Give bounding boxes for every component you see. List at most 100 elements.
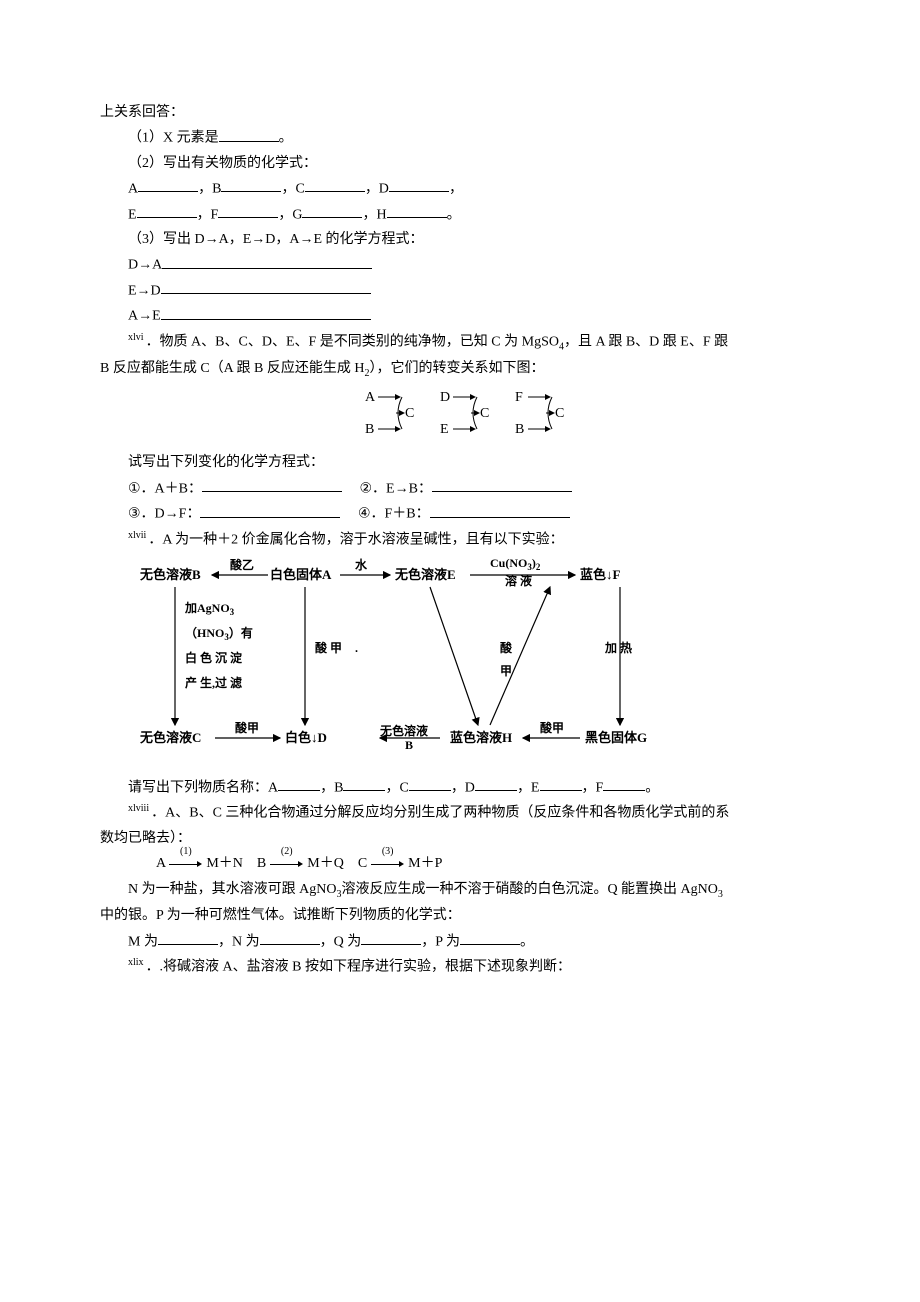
q46-diagram: A D F B E B C C C xyxy=(100,387,850,446)
q1-ae: A→E xyxy=(100,303,850,329)
n-solB2b: B xyxy=(405,738,413,752)
rxn-b: B xyxy=(257,856,266,871)
q47-f: ，F xyxy=(582,780,604,795)
n-blueF: 蓝色↓F xyxy=(580,567,621,582)
n-cuno3a: Cu(NO xyxy=(490,557,527,570)
q47-ask: 请写出下列物质名称：A，B，C，D，E，F。 xyxy=(100,775,850,801)
n-pf: 产 生,过 滤 xyxy=(185,675,242,690)
ans-post: 。 xyxy=(520,934,534,949)
q46-line2: B 反应都能生成 C（A 跟 B 反应还能生成 H2），它们的转变关系如下图： xyxy=(100,356,850,383)
blank-opt3 xyxy=(200,501,340,517)
d-b2: B xyxy=(515,422,524,437)
q1-part3: （3）写出 D→A，E→D，A→E 的化学方程式： xyxy=(100,227,850,252)
q1-da: D→A xyxy=(100,252,850,278)
blank-e xyxy=(137,202,197,218)
blank-q xyxy=(361,929,421,945)
q48-ans: M 为，N 为，Q 为，P 为。 xyxy=(100,929,850,955)
q1-formula-line1: A ，B ，C ，D ， xyxy=(100,176,850,202)
q47-post: 。 xyxy=(645,780,659,795)
blank-m xyxy=(158,929,218,945)
q48-num: xlviii xyxy=(128,803,149,814)
q46-text-a: ．物质 A、B、C、D、E、F 是不同类别的纯净物，已知 C 为 MgSO xyxy=(146,335,559,350)
q46-line3: 试写出下列变化的化学方程式： xyxy=(100,450,850,475)
blank-p xyxy=(460,929,520,945)
q46-opts-row1: ①．A＋B： ②．E→B： xyxy=(100,476,850,502)
q1-p1-pre: （1）X 元素是 xyxy=(128,131,219,146)
blank-d xyxy=(389,176,449,192)
n-cuno3s2: 2 xyxy=(536,562,541,572)
q47-num: xlvii xyxy=(128,530,146,541)
ans-q: ，Q 为 xyxy=(320,934,362,949)
n-hno3b: ）有 xyxy=(229,625,253,640)
q49-text: ．.将碱溶液 A、盐溶液 B 按如下程序进行实验，根据下述现象判断： xyxy=(146,960,571,975)
opt1-lbl: ①．A＋B： xyxy=(128,481,202,496)
n-solB2: 无色溶液 xyxy=(379,723,428,738)
d-c2: C xyxy=(480,406,489,421)
blank-n xyxy=(260,929,320,945)
rxn-a: A xyxy=(156,856,165,871)
svg-text:（HNO3）有: （HNO3）有 xyxy=(185,625,253,642)
q46-line1: xlvi．物质 A、B、C、D、E、F 是不同类别的纯净物，已知 C 为 MgS… xyxy=(100,329,850,356)
comma-1: ， xyxy=(449,181,463,196)
q48-sub3b: 3 xyxy=(718,888,723,899)
q47-diagram: 无色溶液B 白色固体A 无色溶液E 蓝色↓F 酸乙 水 Cu(NO3)2 溶 液… xyxy=(100,557,850,771)
blank-47c xyxy=(409,775,451,791)
d-d: D xyxy=(440,390,450,405)
q46-l2a: B 反应都能生成 C（A 跟 B 反应还能生成 H xyxy=(100,361,364,376)
d-f: F xyxy=(515,390,523,405)
blank-h xyxy=(387,202,447,218)
rxn-mn: M＋N xyxy=(206,856,243,871)
lbl-a: A xyxy=(128,181,138,196)
n-aj-b1: 酸甲 xyxy=(235,720,259,735)
n-whiteD: 白色↓D xyxy=(285,730,327,745)
blank-x-element xyxy=(219,125,279,141)
n-blackG: 黑色固体G xyxy=(585,730,647,745)
ed-label: E→D xyxy=(128,283,161,298)
q48-l3b: 溶液反应生成一种不溶于硝酸的白色沉淀。Q 能置换出 AgNO xyxy=(341,882,717,897)
n-solidA: 白色固体A xyxy=(270,567,332,582)
q47-text: ．A 为一种＋2 价金属化合物，溶于水溶液呈碱性，且有以下实验： xyxy=(148,532,563,547)
n-blueH: 蓝色溶液H xyxy=(450,730,512,745)
q49-num: xlix xyxy=(128,957,144,968)
q47-b: ，B xyxy=(320,780,343,795)
q48-line3: N 为一种盐，其水溶液可跟 AgNO3溶液反应生成一种不溶于硝酸的白色沉淀。Q … xyxy=(100,877,850,904)
intro-line: 上关系回答： xyxy=(100,100,850,125)
n-acidjia-mid: 酸 甲 xyxy=(315,640,342,655)
lbl-c: ，C xyxy=(281,181,304,196)
q46-text-b: ，且 A 跟 B、D 跟 E、F 跟 xyxy=(564,335,728,350)
n-wp: 白 色 沉 淀 xyxy=(185,650,243,665)
lbl-b: ，B xyxy=(198,181,221,196)
blank-47f xyxy=(603,775,645,791)
n-aj-b2: 酸甲 xyxy=(540,720,564,735)
n-jia: 甲 xyxy=(500,664,512,678)
svg-text:.: . xyxy=(355,641,358,655)
ans-n: ，N 为 xyxy=(218,934,260,949)
q48-line2: 数均已略去）： xyxy=(100,826,850,851)
blank-c xyxy=(305,176,365,192)
period-1: 。 xyxy=(447,207,461,222)
n-heat: 加 热 xyxy=(604,640,632,655)
n-acid2: 酸 xyxy=(500,640,513,655)
rxn-lbl2: (2) xyxy=(270,843,304,861)
rxn-c: C xyxy=(358,856,367,871)
q47-ask-pre: 请写出下列物质名称：A xyxy=(128,780,278,795)
blank-ae xyxy=(161,303,371,319)
opt3-lbl: ③．D→F： xyxy=(128,507,200,522)
d-c3: C xyxy=(555,406,564,421)
opt4-lbl: ④．F＋B： xyxy=(358,507,430,522)
d-a: A xyxy=(365,390,376,405)
n-agno3s: 3 xyxy=(230,607,235,617)
d-e: E xyxy=(440,422,449,437)
q48-rxn: A (1) M＋N B (2) M＋Q C (3) M＋P xyxy=(100,851,850,876)
rxn-lbl1: (1) xyxy=(169,843,203,861)
q1-ed: E→D xyxy=(100,278,850,304)
lbl-e: E xyxy=(128,207,137,222)
n-solB: 无色溶液B xyxy=(139,567,201,582)
rxn-mp: M＋P xyxy=(408,856,442,871)
n-hno3a: （HNO xyxy=(185,625,224,640)
blank-47a xyxy=(278,775,320,791)
lbl-d: ，D xyxy=(365,181,389,196)
q1-part2: （2）写出有关物质的化学式： xyxy=(100,151,850,176)
ans-p: ，P 为 xyxy=(421,934,460,949)
n-water: 水 xyxy=(355,557,368,572)
